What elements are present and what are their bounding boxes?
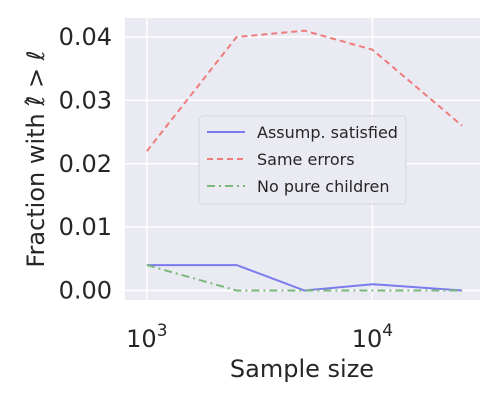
y-tick-label: 0.03 (59, 86, 112, 114)
y-tick-labels: 0.00 0.01 0.02 0.03 0.04 (59, 23, 112, 304)
y-tick-label: 0.00 (59, 276, 112, 304)
legend-label: No pure children (257, 177, 390, 196)
y-axis-label: Fraction with ℓ̂ > ℓ (22, 50, 50, 267)
series-line (146, 264, 463, 292)
x-tick-label: 104 (352, 321, 393, 353)
legend-label: Same errors (257, 150, 355, 169)
series-line (146, 29, 463, 152)
series-line (146, 264, 463, 292)
y-tick-label: 0.02 (59, 150, 112, 178)
legend-label: Assump. satisfied (257, 123, 398, 142)
legend-box (198, 115, 407, 205)
x-axis-label: Sample size (230, 355, 374, 383)
x-tick-label: 103 (126, 321, 167, 353)
y-tick-label: 0.04 (59, 23, 112, 51)
x-tick-labels: 103 104 (126, 321, 393, 353)
series-lines (146, 29, 463, 292)
y-tick-label: 0.01 (59, 213, 112, 241)
legend: Assump. satisfied Same errors No pure chil… (198, 115, 407, 205)
